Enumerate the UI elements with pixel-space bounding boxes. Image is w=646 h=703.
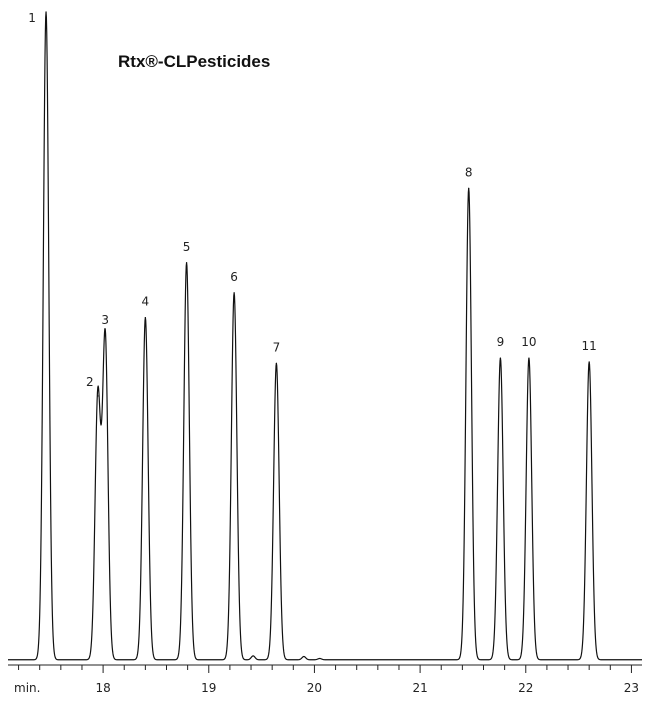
peak-label-6: 6: [230, 270, 238, 284]
peak-apex-11: [588, 361, 590, 363]
peak-apex-5: [185, 262, 188, 264]
peak-label-11: 11: [582, 339, 597, 353]
x-tick-label-20: 20: [307, 681, 322, 695]
peak-apex-9: [499, 357, 502, 359]
peak-label-layer: 1 2 3 4 5 6 7 8 9 10 11: [28, 11, 597, 389]
x-axis-unit-label: min.: [14, 681, 40, 695]
chart-title: Rtx®-CLPesticides: [118, 52, 270, 71]
peak-apex-4: [144, 317, 146, 319]
x-tick-label-19: 19: [201, 681, 216, 695]
x-tick-label-18: 18: [95, 681, 110, 695]
peak-label-7: 7: [273, 340, 281, 354]
peak-label-3: 3: [101, 313, 109, 327]
peak-apex-2: [97, 395, 99, 397]
peak-label-10: 10: [521, 335, 536, 349]
peak-apex-10: [528, 357, 530, 359]
peak-label-2: 2: [86, 375, 94, 389]
x-tick-label-21: 21: [412, 681, 427, 695]
peak-apex-8: [468, 187, 470, 189]
peak-apex-7: [275, 362, 277, 364]
trace-layer: [7, 11, 643, 661]
peak-apex-6: [233, 292, 235, 294]
peak-apex-3: [104, 335, 106, 337]
chromatogram-trace: [7, 11, 643, 661]
x-tick-label-22: 22: [518, 681, 533, 695]
peak-apex-1: [45, 11, 47, 13]
peak-label-5: 5: [183, 240, 191, 254]
x-axis-ticks: 18 19 20 21 22 23: [18, 665, 639, 695]
peak-label-4: 4: [142, 295, 150, 309]
x-tick-label-23: 23: [624, 681, 639, 695]
peak-label-1: 1: [28, 11, 36, 25]
peak-label-9: 9: [497, 335, 505, 349]
peak-label-8: 8: [465, 165, 473, 179]
